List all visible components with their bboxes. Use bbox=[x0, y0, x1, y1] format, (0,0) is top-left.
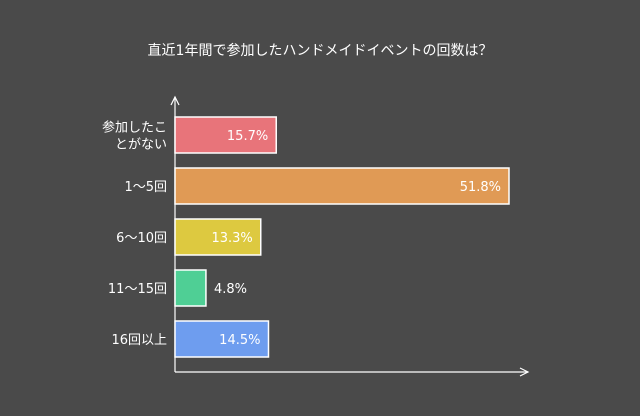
x-axis-arrow bbox=[519, 367, 530, 377]
bar bbox=[174, 320, 270, 358]
labels: 15.7% 参加したことがない 51.8% 1〜5回 13.3% 6〜10回 4.8% 11〜… bbox=[102, 120, 501, 349]
data-label: 14.5% bbox=[219, 333, 260, 348]
bar bbox=[174, 116, 277, 154]
bar bbox=[174, 218, 262, 256]
category-label-line: とがない bbox=[115, 138, 167, 153]
category-label: 1〜5回 bbox=[124, 180, 167, 195]
category-label: 6〜10回 bbox=[116, 231, 167, 246]
y-axis-arrow bbox=[170, 95, 180, 106]
data-label: 15.7% bbox=[227, 129, 268, 144]
category-label-line: 1〜5回 bbox=[124, 180, 167, 195]
bars bbox=[174, 116, 510, 358]
category-label-line: 16回以上 bbox=[111, 333, 167, 348]
data-label: 13.3% bbox=[211, 231, 252, 246]
category-label: 参加したことがない bbox=[102, 120, 167, 153]
category-label: 16回以上 bbox=[111, 333, 167, 348]
category-label-line: 参加したこ bbox=[102, 120, 167, 136]
bar bbox=[174, 167, 510, 205]
category-label-line: 11〜15回 bbox=[108, 282, 167, 297]
chart-title: 直近1年間で参加したハンドメイドイベントの回数は？ bbox=[147, 43, 493, 59]
data-label: 51.8% bbox=[460, 180, 501, 195]
category-label-line: 6〜10回 bbox=[116, 231, 167, 246]
bar bbox=[174, 269, 207, 307]
category-label: 11〜15回 bbox=[108, 282, 167, 297]
data-label: 4.8% bbox=[214, 282, 247, 297]
